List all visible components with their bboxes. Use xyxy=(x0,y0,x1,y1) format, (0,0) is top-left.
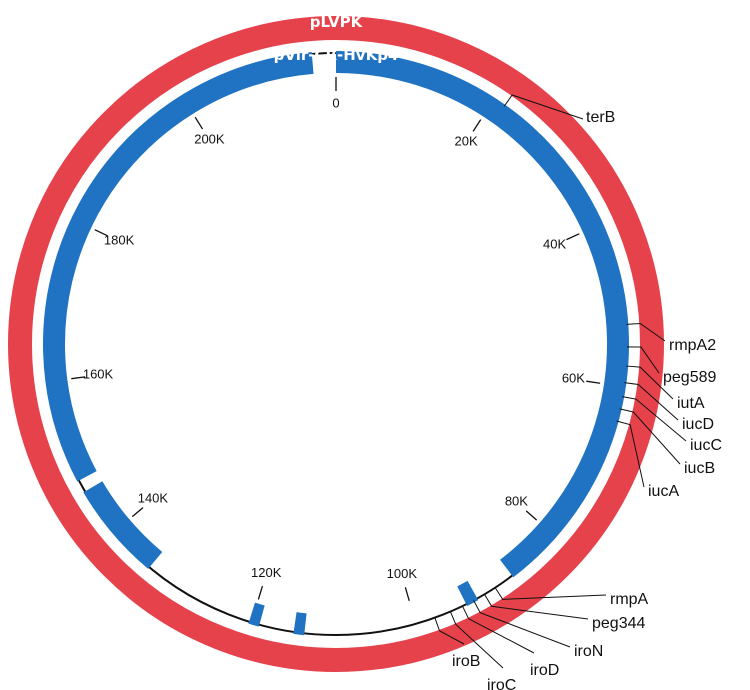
inner-ring-segment xyxy=(457,580,479,607)
gene-leader-line xyxy=(626,365,674,400)
gene-leader-line xyxy=(619,408,681,465)
tick-label: 120K xyxy=(251,565,282,580)
tick-mark xyxy=(194,116,204,130)
tick-label: 80K xyxy=(505,494,528,509)
gene-label: iroB xyxy=(452,653,480,670)
gene-label: iucB xyxy=(684,460,715,477)
gene-label: rmpA xyxy=(610,591,649,608)
outer-ring-label: pLVPK xyxy=(310,13,364,31)
gene-annotations: terB rmpA2 peg589 iutA iucD iucC iucB iucA rmpA p… xyxy=(434,94,722,690)
gene-leader-line xyxy=(434,617,465,645)
inner-ring-label: pVir-CR-HvKp4 xyxy=(274,46,399,64)
tick-label: 60K xyxy=(562,371,585,386)
gene-label: peg589 xyxy=(663,369,716,386)
outer-ring-plvpk xyxy=(8,16,664,672)
tick-label: 140K xyxy=(138,491,169,506)
tick-mark xyxy=(257,585,264,600)
gene-label: peg344 xyxy=(592,615,645,632)
gene-leader-line xyxy=(624,382,679,421)
inner-ring-segments xyxy=(43,51,629,636)
tick-mark xyxy=(586,380,601,384)
inner-ring-segment xyxy=(43,52,314,482)
tick-mark xyxy=(472,119,482,132)
gene-label: terB xyxy=(586,109,615,126)
tick-mark xyxy=(404,587,410,601)
inner-ring-segment xyxy=(335,51,629,578)
tick-mark xyxy=(131,507,144,518)
gene-leader-line xyxy=(616,420,645,488)
tick-label: 20K xyxy=(454,134,477,149)
tick-mark xyxy=(71,376,86,380)
gene-label: iucC xyxy=(690,437,722,454)
gene-label: iucA xyxy=(648,483,679,500)
gene-leader-line xyxy=(626,322,666,342)
tick-mark xyxy=(525,510,538,521)
gene-label: iroD xyxy=(530,662,559,679)
inner-ring-segment xyxy=(248,602,265,627)
gene-leader-line xyxy=(449,611,504,669)
gene-leader-line xyxy=(622,396,687,442)
gene-leader-line xyxy=(503,94,584,120)
tick-label: 160K xyxy=(83,367,114,382)
inner-ring-segment xyxy=(293,612,307,636)
gene-leader-line xyxy=(484,594,589,620)
gene-label: iutA xyxy=(677,395,705,412)
tick-mark xyxy=(566,233,580,241)
tick-label: 0 xyxy=(332,95,339,110)
gene-leader-line xyxy=(473,600,571,648)
gene-label: iucD xyxy=(682,416,714,433)
tick-marks: 0 20K 40K 60K 80K 100K 120K 140K 160K 180K 200K xyxy=(71,77,601,601)
tick-label: 100K xyxy=(387,566,418,581)
tick-label: 180K xyxy=(104,233,135,248)
tick-label: 200K xyxy=(194,132,225,147)
gene-leader-line xyxy=(626,346,660,374)
gene-leader-line xyxy=(462,605,535,654)
inner-ring-segment xyxy=(83,481,163,569)
tick-mark xyxy=(94,229,108,237)
gene-leader-line xyxy=(494,587,607,600)
gene-label: iroC xyxy=(487,677,516,690)
tick-label: 40K xyxy=(543,236,566,251)
gene-label: iroN xyxy=(574,643,603,660)
gene-label: rmpA2 xyxy=(669,337,716,354)
